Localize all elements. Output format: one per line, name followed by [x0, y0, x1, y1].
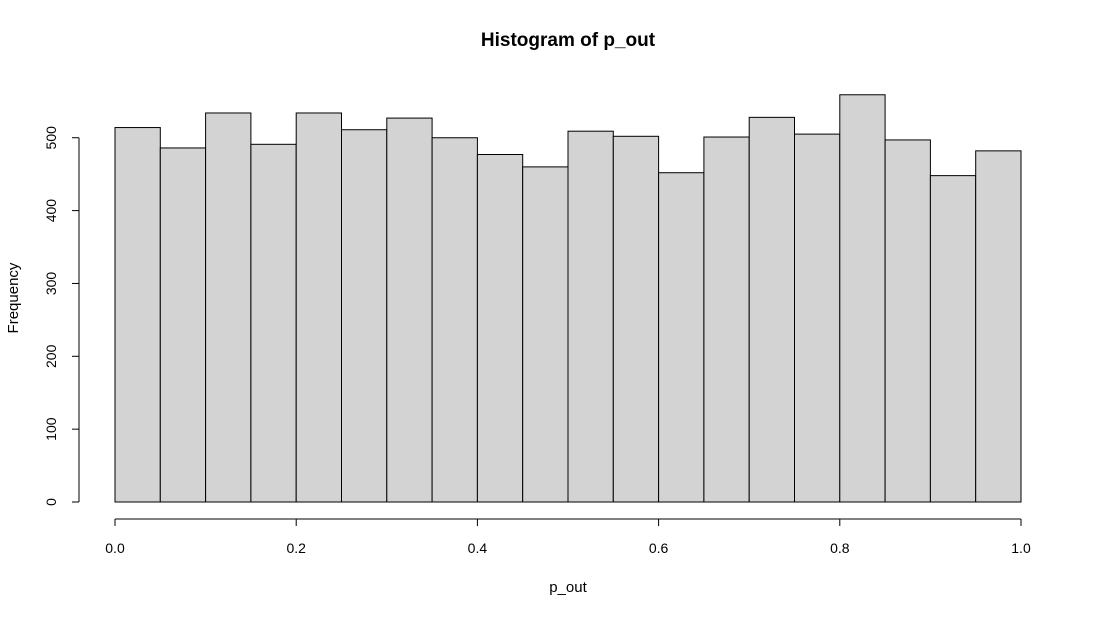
- histogram-bar: [839, 94, 886, 503]
- histogram-bar: [522, 166, 569, 503]
- histogram-bar: [431, 137, 478, 503]
- histogram-bar: [567, 130, 614, 503]
- histogram-bar: [929, 175, 977, 503]
- y-tick-label: 200: [43, 344, 59, 368]
- x-axis-label: p_out: [549, 579, 587, 596]
- histogram-bar: [703, 136, 750, 503]
- histogram-bar: [794, 133, 841, 503]
- histogram-bar: [658, 172, 705, 503]
- y-tick-label: 0: [43, 498, 59, 506]
- histogram-bar: [159, 147, 207, 503]
- x-axis: 0.0 0.2 0.4 0.6 0.8 1.0: [105, 518, 1031, 556]
- x-tick-label: 0.6: [649, 540, 669, 556]
- histogram-bar: [476, 154, 524, 503]
- histogram-bar: [114, 127, 161, 503]
- y-tick-label: 400: [43, 199, 59, 223]
- y-tick-label: 500: [43, 126, 59, 150]
- chart-title: Histogram of p_out: [481, 30, 656, 51]
- x-tick-label: 1.0: [1011, 540, 1031, 556]
- histogram-bar: [250, 143, 297, 503]
- histogram-bar: [341, 129, 388, 503]
- x-tick-label: 0.0: [105, 540, 125, 556]
- histogram-bar: [748, 116, 796, 503]
- histogram-bar: [612, 135, 660, 503]
- y-tick-label: 100: [43, 417, 59, 441]
- bars-group: [114, 94, 1022, 503]
- histogram-bar: [386, 117, 433, 503]
- histogram-bar: [295, 112, 343, 503]
- x-tick-label: 0.4: [468, 540, 488, 556]
- histogram-bar: [975, 150, 1022, 503]
- histogram-bar: [205, 112, 252, 503]
- y-axis: 0 100 200 300 400 500: [43, 126, 80, 506]
- x-tick-label: 0.8: [830, 540, 850, 556]
- y-axis-label: Frequency: [5, 262, 22, 333]
- x-tick-label: 0.2: [286, 540, 306, 556]
- histogram-bar: [884, 139, 931, 503]
- y-tick-label: 300: [43, 272, 59, 296]
